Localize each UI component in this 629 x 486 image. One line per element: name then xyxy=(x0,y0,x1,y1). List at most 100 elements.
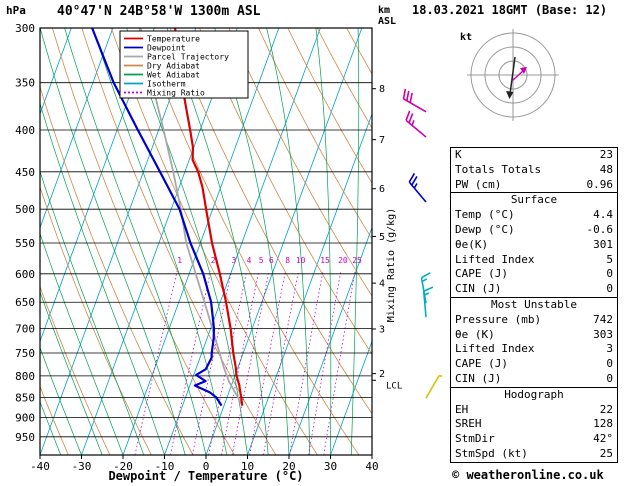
table-row: K 23 xyxy=(451,148,617,163)
legend-item-label: Dewpoint xyxy=(147,43,186,52)
table-row: Pressure (mb) 742 xyxy=(451,313,617,328)
pressure-tick-label: 800 xyxy=(15,370,35,383)
hodograph-trace-arrowhead xyxy=(506,91,514,99)
table-row-label: SREH xyxy=(455,417,482,431)
table-section: Hodograph EH 22 SREH 128 StmDir 42° StmSpd (kt)… xyxy=(450,386,618,463)
table-row-label: Pressure (mb) xyxy=(455,312,542,326)
temp-tick-label: 30 xyxy=(324,460,337,473)
table-row-value: 742 xyxy=(593,312,613,326)
pressure-tick-label: 550 xyxy=(15,237,35,250)
mixing-ratio-value-label: 25 xyxy=(352,256,362,265)
temp-tick-label: 40 xyxy=(365,460,378,473)
pressure-tick-label: 600 xyxy=(15,268,35,281)
pressure-unit-label: hPa xyxy=(6,4,26,17)
km-tick-label: 3 xyxy=(379,325,385,336)
table-row-value: 22 xyxy=(599,402,613,416)
table-row-value: 0 xyxy=(606,267,613,281)
table-section-title: Most Unstable xyxy=(490,297,578,311)
pressure-tick-label: 700 xyxy=(15,323,35,336)
table-row: StmSpd (kt) 25 xyxy=(451,447,617,462)
wind-barb xyxy=(402,88,427,113)
mixing-ratio-value-label: 6 xyxy=(269,256,274,265)
pressure-tick-label: 850 xyxy=(15,391,35,404)
table-row: Dewp (°C) -0.6 xyxy=(451,223,617,238)
table-row: CAPE (J) 0 xyxy=(451,357,617,372)
mixing-ratio-value-label: 8 xyxy=(285,256,290,265)
skewt-chart: hPa 40°47'N 24B°58'W 1300m ASL km ASL 30… xyxy=(6,4,442,483)
table-row-label: StmDir xyxy=(455,432,495,446)
table-row-label: CAPE (J) xyxy=(455,357,508,371)
mixing-ratio-value-label: 4 xyxy=(247,256,252,265)
table-row-label: EH xyxy=(455,402,469,416)
table-row-label: CIN (J) xyxy=(455,371,502,385)
table-row-value: 4.4 xyxy=(593,208,613,222)
km-tick-label: 8 xyxy=(379,84,385,95)
pressure-tick-label: 500 xyxy=(15,203,35,216)
mixing-ratio-value-label: 15 xyxy=(320,256,330,265)
km-tick-label: 6 xyxy=(379,184,385,195)
wind-barb-column xyxy=(402,88,442,399)
table-row: SREH 128 xyxy=(451,417,617,432)
km-axis-unit-label: km xyxy=(378,5,390,16)
temp-tick-label: -20 xyxy=(113,460,133,473)
table-row-value: 128 xyxy=(593,417,613,431)
table-row-label: Lifted Index xyxy=(455,342,535,356)
temp-tick-label: -40 xyxy=(30,460,50,473)
pressure-tick-label: 300 xyxy=(15,22,35,35)
table-row-label: StmSpd (kt) xyxy=(455,446,528,460)
table-row-value: 0.96 xyxy=(586,177,614,191)
pressure-tick-label: 350 xyxy=(15,77,35,90)
legend-item-label: Mixing Ratio xyxy=(147,88,205,97)
km-tick-label: 5 xyxy=(379,232,385,243)
temp-tick-label: -10 xyxy=(155,460,175,473)
table-section: Most Unstable Pressure (mb) 742 θe (K) 303 Li… xyxy=(450,296,618,388)
mixing-ratio-value-label: 3 xyxy=(231,256,236,265)
pressure-tick-label: 750 xyxy=(15,347,35,360)
table-row-label: Totals Totals xyxy=(455,162,542,176)
station-title: 40°47'N 24B°58'W 1300m ASL xyxy=(57,4,261,19)
mixing-ratio-value-label: 1 xyxy=(177,256,182,265)
mixing-ratio-value-label: 20 xyxy=(338,256,348,265)
table-row-label: PW (cm) xyxy=(455,177,502,191)
wind-barb xyxy=(405,110,427,138)
table-row-label: θe(K) xyxy=(455,237,489,251)
pressure-tick-label: 650 xyxy=(15,296,35,309)
legend-item-label: Parcel Trajectory xyxy=(147,52,229,61)
table-section-title: Surface xyxy=(510,193,558,207)
table-row-label: CIN (J) xyxy=(455,282,502,296)
table-row: PW (cm) 0.96 xyxy=(451,178,617,193)
table-row-label: Lifted Index xyxy=(455,252,535,266)
legend-item-label: Wet Adiabat xyxy=(147,70,200,79)
wind-barb xyxy=(425,374,442,399)
km-tick-label: 7 xyxy=(379,135,385,146)
pressure-tick-label: 400 xyxy=(15,124,35,137)
table-row-label: Temp (°C) xyxy=(455,208,515,222)
table-row-value: 0 xyxy=(606,371,613,385)
table-row-value: 301 xyxy=(593,237,613,251)
mixing-ratio-axis-label: Mixing Ratio (g/kg) xyxy=(386,208,397,322)
km-tick-label: 2 xyxy=(379,369,385,380)
table-row-value: 0 xyxy=(606,357,613,371)
temp-tick-label: 10 xyxy=(241,460,254,473)
km-tick-label: 4 xyxy=(379,279,385,290)
table-row-value: 0 xyxy=(606,282,613,296)
table-row: CIN (J) 0 xyxy=(451,372,617,387)
mixing-ratio-value-label: 2 xyxy=(211,256,216,265)
table-row-value: 48 xyxy=(599,162,613,176)
temp-tick-label: -30 xyxy=(72,460,92,473)
table-row: θe (K) 303 xyxy=(451,328,617,343)
table-row: CIN (J) 0 xyxy=(451,282,617,297)
table-row-label: θe (K) xyxy=(455,327,495,341)
table-row: Temp (°C) 4.4 xyxy=(451,208,617,223)
hodograph: kt xyxy=(460,29,559,121)
x-axis-label: Dewpoint / Temperature (°C) xyxy=(108,469,303,483)
legend-item-label: Dry Adiabat xyxy=(147,61,200,70)
hodograph-trace xyxy=(509,56,516,95)
table-row: Lifted Index 3 xyxy=(451,342,617,357)
table-row-value: 3 xyxy=(606,342,613,356)
table-row-label: CAPE (J) xyxy=(455,267,508,281)
lcl-label: LCL xyxy=(386,381,402,391)
table-row-value: 42° xyxy=(593,432,613,446)
table-section-title: Hodograph xyxy=(504,387,564,401)
